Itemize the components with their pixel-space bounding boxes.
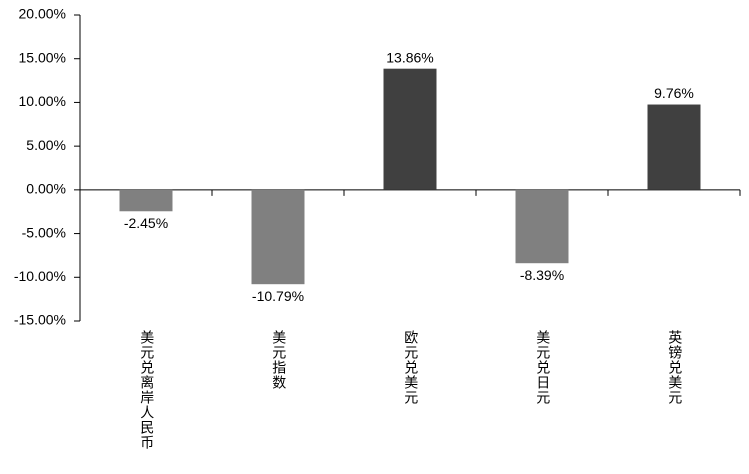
y-tick-label: -10.00% — [14, 268, 66, 284]
value-label: 13.86% — [386, 49, 433, 65]
bar — [119, 189, 173, 212]
y-tick-label: 10.00% — [19, 93, 66, 109]
y-tick-label: 20.00% — [19, 6, 66, 22]
y-tick-label: -5.00% — [22, 224, 66, 240]
value-label: 9.76% — [654, 85, 694, 101]
bar — [647, 104, 701, 190]
y-tick-label: 0.00% — [26, 181, 66, 197]
value-label: -8.39% — [520, 267, 564, 283]
x-tick-label: 美元指数 — [271, 330, 287, 390]
value-label: -2.45% — [124, 215, 168, 231]
bar — [515, 189, 569, 264]
x-tick-label: 英镑兑美元 — [667, 329, 683, 405]
bar — [251, 189, 305, 285]
x-tick-label: 美元兑离岸人民币 — [139, 330, 155, 450]
y-tick-label: 15.00% — [19, 49, 66, 65]
y-tick-label: -15.00% — [14, 312, 66, 328]
bar — [383, 68, 437, 190]
y-tick-label: 5.00% — [26, 137, 66, 153]
value-label: -10.79% — [252, 288, 304, 304]
x-tick-label: 美元兑日元 — [535, 330, 551, 405]
x-tick-label: 欧元兑美元 — [403, 330, 419, 405]
